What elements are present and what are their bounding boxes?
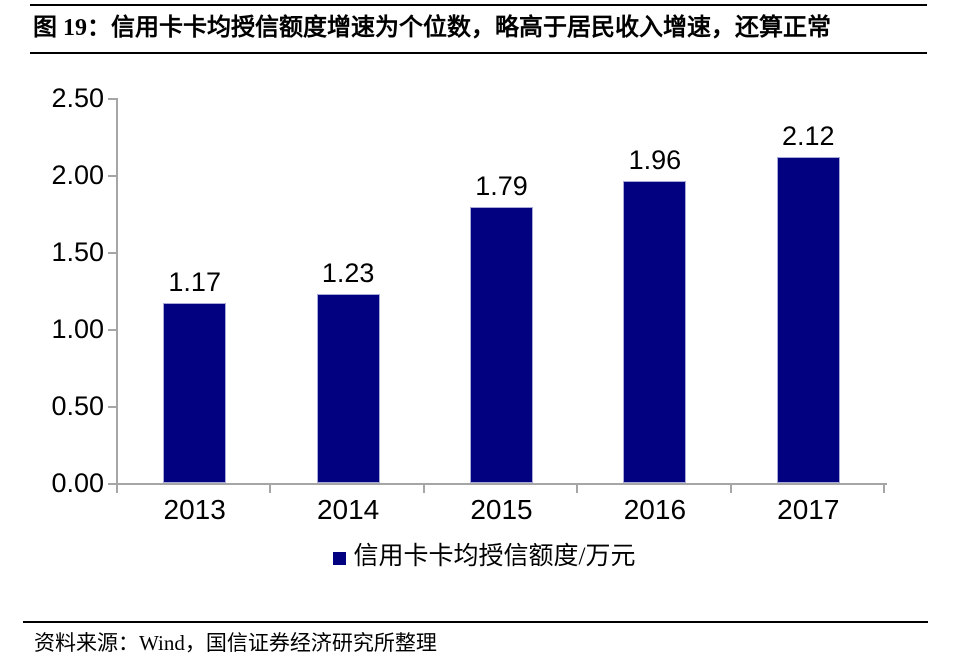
x-axis-category-label: 2017 bbox=[777, 494, 840, 525]
y-axis-tick bbox=[108, 98, 116, 100]
y-axis-tick-label: 2.50 bbox=[51, 83, 104, 113]
legend: 信用卡卡均授信额度/万元 bbox=[0, 540, 968, 574]
bar-value-label: 1.79 bbox=[475, 171, 528, 202]
x-axis-tick bbox=[269, 485, 272, 493]
footer-rule bbox=[23, 621, 928, 623]
y-axis-line bbox=[116, 98, 118, 483]
x-axis-category-label: 2016 bbox=[623, 494, 687, 525]
y-axis-tick bbox=[108, 252, 116, 254]
bar-value-label: 1.17 bbox=[168, 266, 221, 297]
x-axis-tick bbox=[729, 485, 732, 493]
bar-2014 bbox=[316, 293, 380, 483]
bar-value-label: 1.96 bbox=[628, 145, 682, 176]
x-axis-tick bbox=[116, 485, 118, 493]
x-axis-category-label: 2013 bbox=[163, 494, 226, 525]
y-axis-tick-label: 0.50 bbox=[51, 391, 104, 421]
x-axis-line bbox=[116, 483, 887, 485]
y-axis-tick-label: 1.00 bbox=[51, 314, 104, 344]
header-top-rule bbox=[30, 4, 927, 6]
bar-2013 bbox=[163, 302, 227, 483]
y-axis-tick bbox=[108, 483, 116, 485]
source-note: 资料来源：Wind，国信证券经济研究所整理 bbox=[34, 631, 437, 655]
x-axis-category-label: 2014 bbox=[316, 494, 380, 525]
y-axis-tick bbox=[108, 175, 116, 177]
figure-title: 图 19：信用卡卡均授信额度增速为个位数，略高于居民收入增速，还算正常 bbox=[33, 15, 831, 41]
bar-value-label: 1.23 bbox=[321, 257, 375, 288]
x-axis-tick bbox=[576, 485, 579, 493]
y-axis-tick-label: 1.50 bbox=[51, 237, 104, 267]
bar-value-label: 2.12 bbox=[782, 120, 835, 151]
header-bottom-rule bbox=[30, 52, 927, 54]
x-axis-tick bbox=[422, 485, 425, 493]
bar-2016 bbox=[623, 181, 687, 483]
bar-2015 bbox=[470, 207, 533, 483]
y-axis-tick-label: 0.00 bbox=[51, 468, 104, 498]
bar-chart: 2.50 2.00 1.50 1.00 0.50 0.00 1.17 2013 1.23 2014… bbox=[51, 83, 887, 525]
x-axis-tick bbox=[883, 485, 885, 493]
legend-marker-icon bbox=[332, 552, 346, 565]
x-axis-category-label: 2015 bbox=[470, 494, 533, 525]
bar-2017 bbox=[776, 156, 840, 483]
legend-series-label: 信用卡卡均授信额度/万元 bbox=[353, 543, 636, 570]
y-axis-tick-label: 2.00 bbox=[51, 160, 104, 190]
y-axis-tick bbox=[108, 329, 116, 331]
y-axis-tick bbox=[108, 406, 116, 408]
